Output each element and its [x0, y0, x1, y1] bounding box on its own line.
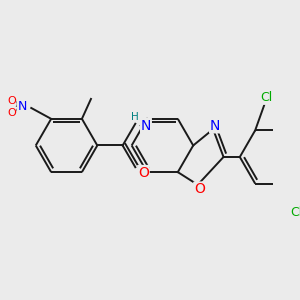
Text: Cl: Cl: [291, 206, 300, 219]
Text: O: O: [7, 96, 16, 106]
Text: N: N: [17, 100, 27, 113]
Text: Cl: Cl: [260, 91, 272, 104]
Text: H: H: [131, 112, 139, 122]
Text: N: N: [210, 118, 220, 133]
Text: O: O: [138, 166, 149, 180]
Text: O: O: [7, 108, 16, 118]
Text: O: O: [138, 166, 149, 180]
Text: N: N: [210, 118, 220, 133]
Text: O: O: [194, 182, 205, 196]
Text: N: N: [141, 118, 151, 133]
Text: O: O: [7, 96, 16, 106]
Text: N: N: [17, 100, 27, 113]
Text: N: N: [141, 118, 151, 133]
Text: H: H: [131, 112, 139, 122]
Text: O: O: [194, 182, 205, 196]
Text: O: O: [7, 108, 16, 118]
